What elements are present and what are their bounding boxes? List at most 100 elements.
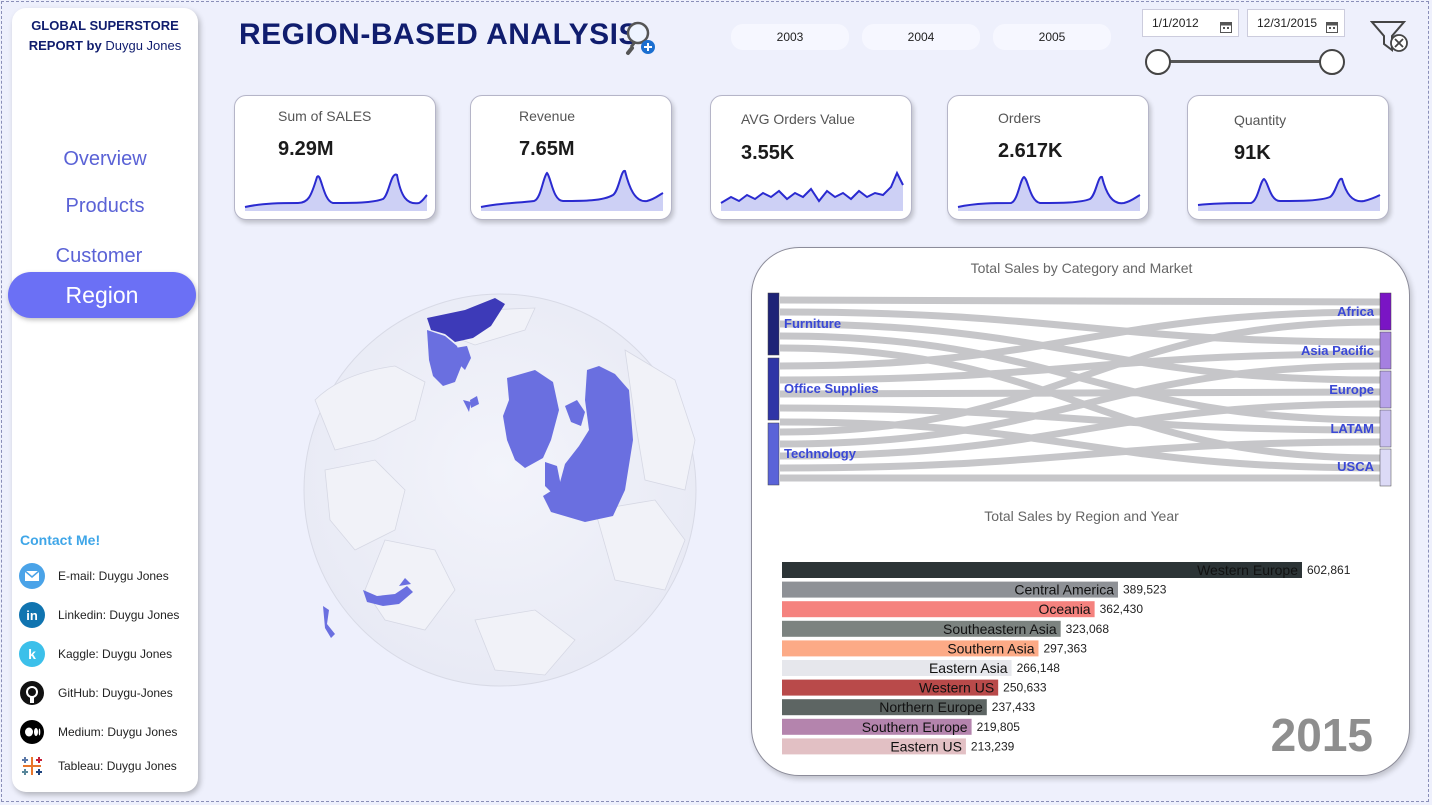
nav-customer[interactable]: Customer	[55, 245, 143, 267]
kpi-label: AVG Orders Value	[741, 111, 855, 127]
category-market-sankey[interactable]: Furniture Office Supplies Technology Afr…	[766, 288, 1396, 492]
kaggle-icon: k	[18, 640, 46, 668]
bar-category-label: Central America	[1014, 582, 1114, 598]
sankey-node-europe	[1379, 370, 1392, 409]
date-range-start-handle[interactable]	[1145, 49, 1171, 75]
tableau-icon	[18, 752, 46, 780]
bar-category-label: Oceania	[1038, 601, 1090, 617]
nav-products[interactable]: Products	[65, 195, 145, 217]
date-end-value: 12/31/2015	[1257, 16, 1318, 30]
sankey-node-furniture	[767, 292, 780, 356]
bar-value-label: 266,148	[1017, 661, 1061, 675]
bar-category-label: Southern Europe	[862, 719, 968, 735]
bar-value-label: 219,805	[977, 720, 1021, 734]
year-button-2005[interactable]: 2005	[993, 24, 1111, 50]
bar-northern-europe[interactable]	[782, 699, 987, 716]
map-highlight-regions	[323, 298, 633, 638]
bar-chart-title: Total Sales by Region and Year	[984, 508, 1179, 524]
kpi-sparkline	[244, 173, 428, 211]
kpi-label: Orders	[998, 110, 1041, 126]
kpi-value: 3.55K	[741, 142, 795, 164]
sankey-label-asia-pacific: Asia Pacific	[1301, 343, 1374, 358]
bar-eastern-us[interactable]	[782, 738, 966, 755]
bar-category-label: Eastern Asia	[929, 660, 1008, 676]
bar-value-label: 297,363	[1043, 641, 1087, 655]
sankey-flows	[779, 296, 1381, 482]
sales-panel: Total Sales by Category and Market	[751, 247, 1410, 776]
sankey-node-usca	[1379, 448, 1392, 487]
page-title: REGION-BASED ANALYSIS	[239, 18, 640, 51]
search-zoom-icon[interactable]	[624, 20, 658, 60]
sankey-label-latam: LATAM	[1330, 421, 1374, 436]
bar-value-label: 213,239	[971, 739, 1015, 753]
calendar-icon[interactable]	[1220, 16, 1232, 42]
sankey-node-africa	[1379, 292, 1392, 331]
bar-southern-asia[interactable]	[782, 640, 1039, 657]
bar-value-label: 237,433	[992, 700, 1036, 714]
nav-region[interactable]: Region	[8, 272, 196, 318]
bar-eastern-asia[interactable]	[782, 660, 1012, 676]
contact-medium-label: Medium: Duygu Jones	[58, 725, 178, 739]
brand-line1: GLOBAL SUPERSTORE	[31, 18, 179, 33]
date-range-end-handle[interactable]	[1319, 49, 1345, 75]
date-end-input[interactable]: 12/31/2015	[1247, 9, 1345, 37]
current-year-label: 2015	[1270, 709, 1373, 761]
brand-title: GLOBAL SUPERSTORE REPORT by Duygu Jones	[12, 16, 198, 56]
bar-category-label: Western US	[919, 680, 994, 696]
kpi-card-revenue[interactable]: Revenue 7.65M	[470, 95, 672, 220]
contact-linkedin[interactable]: in Linkedin: Duygu Jones	[18, 601, 179, 629]
linkedin-icon: in	[18, 601, 46, 629]
contact-kaggle[interactable]: k Kaggle: Duygu Jones	[18, 640, 172, 668]
bar-central-america[interactable]	[782, 581, 1118, 598]
kpi-card-quantity[interactable]: Quantity 91K	[1187, 95, 1389, 220]
sankey-label-africa: Africa	[1337, 304, 1375, 319]
kpi-value: 2.617K	[998, 140, 1063, 162]
sankey-label-technology: Technology	[784, 446, 857, 461]
kpi-value: 9.29M	[278, 138, 334, 160]
sankey-node-office-supplies	[767, 357, 780, 421]
region-year-bar-chart[interactable]: Western Europe 602,861 Central America 389,…	[782, 562, 1422, 766]
medium-icon	[18, 718, 46, 746]
sankey-label-usca: USCA	[1337, 459, 1374, 474]
nav-overview[interactable]: Overview	[63, 148, 147, 170]
sankey-node-technology	[767, 422, 780, 486]
sankey-label-europe: Europe	[1329, 382, 1374, 397]
bar-western-us[interactable]	[782, 679, 999, 696]
sankey-title: Total Sales by Category and Market	[970, 260, 1193, 276]
kpi-sparkline	[720, 170, 904, 211]
kpi-card-avg-order-value[interactable]: AVG Orders Value 3.55K	[710, 95, 912, 220]
sidebar: GLOBAL SUPERSTORE REPORT by Duygu Jones …	[12, 8, 198, 792]
contact-tableau[interactable]: Tableau: Duygu Jones	[18, 752, 177, 780]
bar-western-europe[interactable]	[782, 562, 1302, 578]
region-globe-map[interactable]	[295, 290, 715, 694]
bar-value-label: 323,068	[1066, 622, 1110, 636]
contact-email[interactable]: E-mail: Duygu Jones	[18, 562, 169, 590]
kpi-card-sales[interactable]: Sum of SALES 9.29M	[234, 95, 436, 220]
bar-category-label: Western Europe	[1197, 562, 1298, 578]
contact-tableau-label: Tableau: Duygu Jones	[58, 759, 177, 773]
contact-linkedin-label: Linkedin: Duygu Jones	[58, 608, 180, 622]
year-button-2004[interactable]: 2004	[862, 24, 980, 50]
sankey-node-latam	[1379, 409, 1392, 448]
kpi-sparkline	[957, 175, 1141, 211]
bar-oceania[interactable]	[782, 601, 1095, 618]
kpi-label: Quantity	[1234, 112, 1287, 128]
date-start-input[interactable]: 1/1/2012	[1142, 9, 1239, 37]
year-button-2003[interactable]: 2003	[731, 24, 849, 50]
bar-value-label: 250,633	[1003, 681, 1047, 695]
date-start-value: 1/1/2012	[1152, 16, 1199, 30]
kpi-card-orders[interactable]: Orders 2.617K	[947, 95, 1149, 220]
contact-medium[interactable]: Medium: Duygu Jones	[18, 718, 177, 746]
clear-filter-icon[interactable]	[1369, 20, 1410, 60]
kpi-label: Sum of SALES	[278, 108, 372, 124]
date-range-track[interactable]	[1158, 60, 1333, 63]
sankey-label-office-supplies: Office Supplies	[784, 381, 879, 396]
bar-southeastern-asia[interactable]	[782, 620, 1061, 637]
bar-southern-europe[interactable]	[782, 718, 972, 735]
contact-github[interactable]: GitHub: Duygu-Jones	[18, 679, 173, 707]
bar-value-label: 362,430	[1100, 602, 1144, 616]
calendar-icon[interactable]	[1326, 16, 1338, 42]
contact-title: Contact Me!	[20, 532, 101, 548]
svg-text:in: in	[26, 608, 38, 623]
